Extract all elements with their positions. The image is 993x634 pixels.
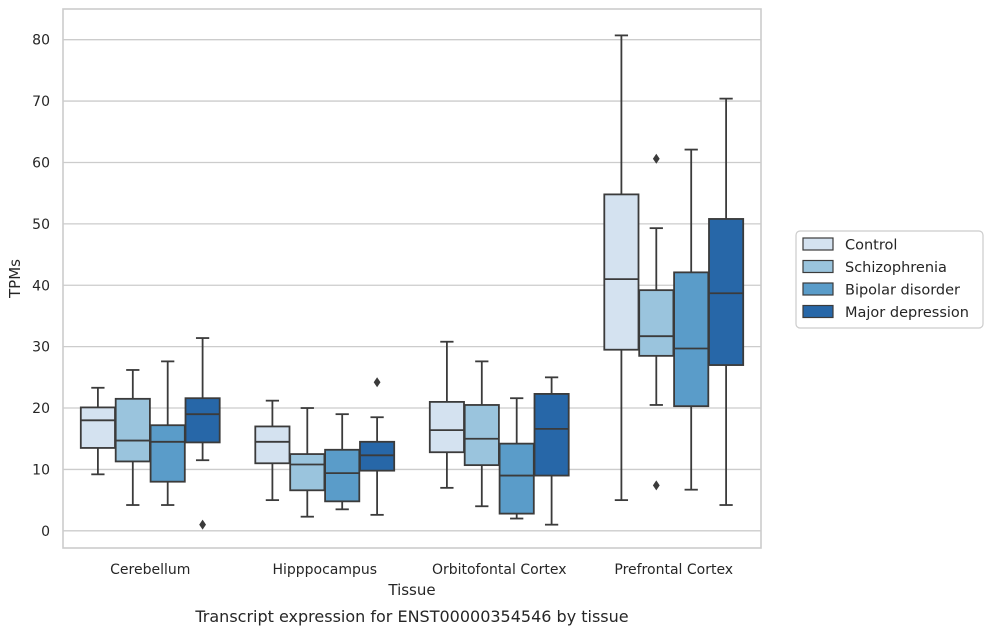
box-cerebellum-bipolar-disorder [149, 360, 186, 506]
y-tick-label: 30 [32, 340, 50, 356]
y-tick-label: 60 [32, 155, 50, 171]
box [114, 397, 151, 463]
y-tick-label: 20 [32, 401, 50, 417]
y-tick-label: 70 [32, 94, 50, 110]
legend-item: Control [802, 237, 897, 254]
box [638, 289, 675, 357]
box [324, 448, 361, 503]
box-orbitofontal-cortex-major-depression [533, 376, 570, 526]
box [533, 393, 570, 477]
box-hipppocampus-control [254, 399, 291, 502]
box-orbitofontal-cortex-bipolar-disorder [498, 397, 535, 520]
box [359, 440, 396, 472]
box-cerebellum-major-depression [184, 337, 221, 530]
y-axis: 0 10 20 30 40 50 60 70 80 [32, 33, 50, 540]
y-tick-label: 50 [32, 217, 50, 233]
box [708, 218, 745, 366]
legend-label: Control [845, 238, 897, 254]
legend-swatch [802, 259, 834, 274]
box [149, 424, 186, 483]
legend-label: Schizophrenia [845, 260, 947, 276]
legend-item: Bipolar disorder [802, 282, 960, 299]
x-tick-label: Orbitofontal Cortex [432, 562, 567, 578]
legend: Control Schizophrenia Bipolar disorder Majo… [795, 230, 984, 329]
y-tick-label: 80 [32, 33, 50, 49]
legend-swatch [802, 304, 834, 319]
box [184, 397, 221, 444]
legend-item: Major depression [802, 304, 969, 321]
outlier-point [199, 519, 206, 530]
box [79, 406, 116, 449]
box [254, 425, 291, 465]
legend-frame [795, 230, 984, 329]
x-axis: Cerebellum Hipppocampus Orbitofontal Corte… [110, 562, 733, 578]
legend-label: Bipolar disorder [845, 283, 960, 299]
y-tick-label: 10 [32, 462, 50, 478]
y-tick-label: 0 [41, 524, 50, 540]
box-hipppocampus-bipolar-disorder [324, 413, 361, 511]
legend-swatch [802, 282, 834, 296]
x-tick-label: Cerebellum [110, 562, 190, 578]
legend-item: Schizophrenia [802, 259, 947, 276]
outlier-point [652, 153, 660, 164]
box [463, 404, 500, 467]
box-prefrontal-cortex-major-depression [708, 97, 745, 506]
plot-series [79, 34, 745, 530]
y-tick-label: 40 [32, 278, 50, 294]
box [289, 453, 326, 492]
box-hipppocampus-major-depression [359, 377, 396, 516]
box-hipppocampus-schizophrenia [289, 407, 326, 518]
legend-swatch [802, 237, 834, 251]
outlier-point [652, 480, 660, 491]
box-prefrontal-cortex-bipolar-disorder [673, 148, 710, 491]
x-axis-label: Tissue [387, 581, 435, 599]
box [498, 442, 535, 515]
legend-label: Major depression [845, 305, 969, 321]
box [428, 400, 465, 454]
x-tick-label: Hipppocampus [272, 562, 377, 578]
box-cerebellum-schizophrenia [114, 369, 151, 506]
figure-caption: Transcript expression for ENST0000035454… [194, 607, 628, 626]
box [603, 193, 640, 351]
box-orbitofontal-cortex-schizophrenia [463, 360, 500, 508]
box-prefrontal-cortex-control [603, 34, 640, 502]
box-orbitofontal-cortex-control [428, 340, 465, 489]
plot-frame [62, 8, 762, 549]
box-prefrontal-cortex-schizophrenia [638, 153, 675, 491]
x-tick-label: Prefrontal Cortex [614, 562, 733, 578]
y-axis-label: TPMs [6, 259, 24, 299]
outlier-point [373, 377, 381, 388]
box-cerebellum-control [79, 386, 116, 476]
box [673, 271, 710, 408]
